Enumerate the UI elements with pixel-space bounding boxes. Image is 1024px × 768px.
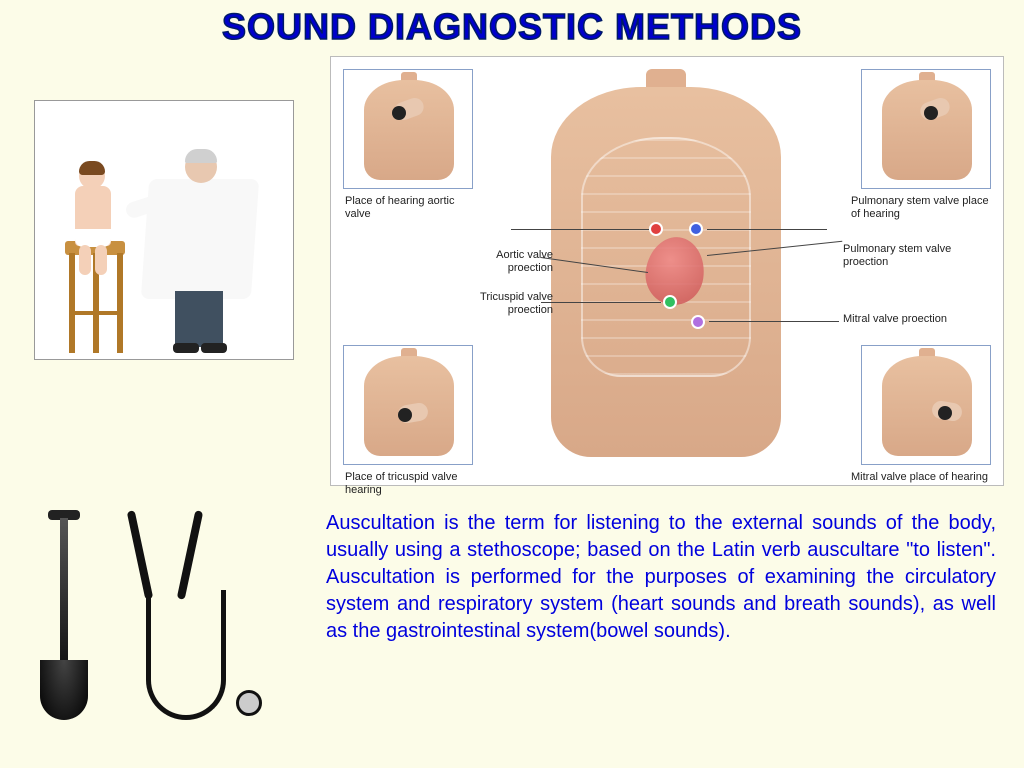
- leader-line: [709, 321, 839, 322]
- doctor-exam-photo: [34, 100, 294, 360]
- leader-line: [707, 229, 827, 230]
- pulmonary-hearing-thumb: [861, 69, 991, 189]
- aortic-hearing-thumb: [343, 69, 473, 189]
- label-aortic-proj: Aortic valve proection: [483, 249, 553, 274]
- auscultation-description: Auscultation is the term for listening t…: [326, 510, 996, 645]
- tricuspid-dot: [663, 295, 677, 309]
- page-title: SOUND DIAGNOSTIC METHODS: [0, 0, 1024, 48]
- leader-line: [541, 302, 661, 303]
- caption-mitral: Mitral valve place of hearing: [851, 471, 991, 484]
- caption-aortic: Place of hearing aortic valve: [345, 195, 475, 221]
- aortic-dot: [649, 222, 663, 236]
- pinard-horn-icon: [34, 510, 94, 720]
- caption-tricuspid: Place of tricuspid valve hearing: [345, 471, 495, 497]
- stethoscope-icon: [116, 510, 276, 730]
- main-torso: [551, 87, 781, 457]
- mitral-dot: [691, 315, 705, 329]
- stethoscope-illustration: [26, 500, 286, 750]
- tricuspid-hearing-thumb: [343, 345, 473, 465]
- mitral-hearing-thumb: [861, 345, 991, 465]
- label-pulmonary-proj: Pulmonary stem valve proection: [843, 243, 963, 268]
- caption-pulmonary: Pulmonary stem valve place of hearing: [851, 195, 991, 221]
- label-mitral-proj: Mitral valve proection: [843, 313, 963, 326]
- auscultation-diagram: Place of hearing aortic valve Place of t…: [330, 56, 1004, 486]
- leader-line: [511, 229, 649, 230]
- label-tricuspid-proj: Tricuspid valve proection: [473, 291, 553, 316]
- pulmonary-dot: [689, 222, 703, 236]
